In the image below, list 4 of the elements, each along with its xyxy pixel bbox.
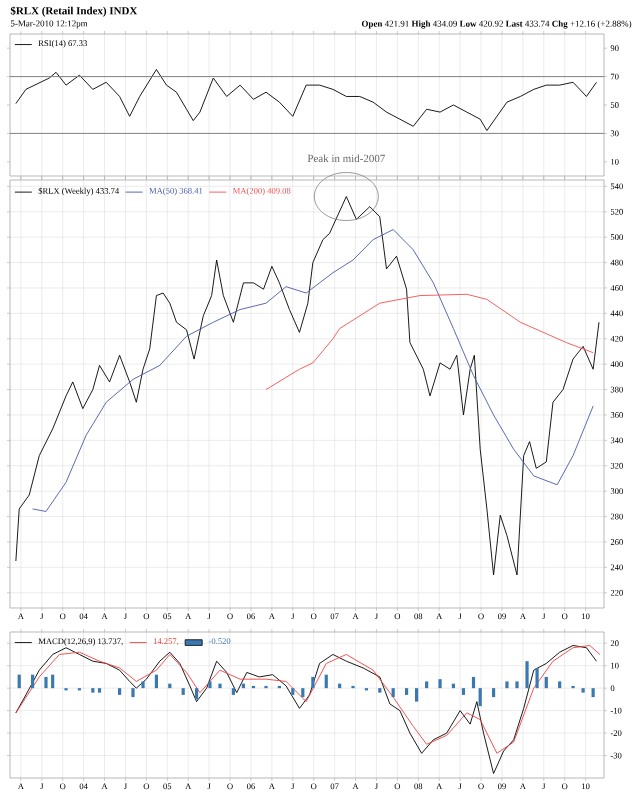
line-series: [15, 645, 601, 754]
line-series: [265, 293, 594, 390]
line-series: [32, 229, 594, 512]
line-series: [15, 645, 597, 774]
